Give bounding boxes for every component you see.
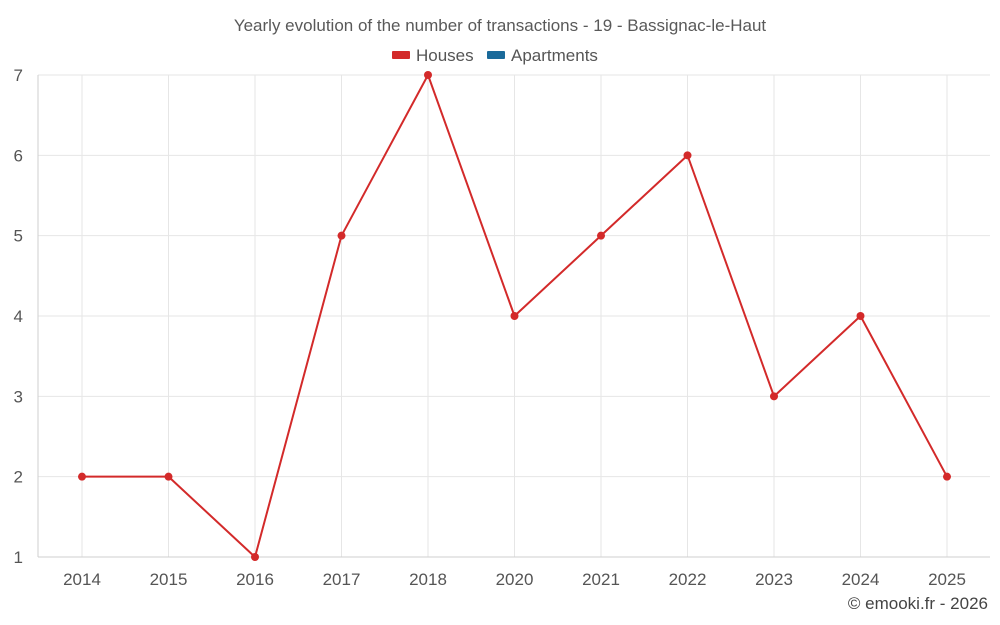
data-point-houses[interactable]: [683, 151, 692, 160]
x-tick-label: 2021: [582, 570, 620, 589]
grid: [38, 74, 990, 557]
data-point-houses[interactable]: [251, 553, 259, 561]
legend-item-houses[interactable]: Houses: [392, 46, 474, 65]
tick-labels: 1 2 3 4 5 6 7 2014 2015 2016 2017 2018 2020 2021 2022 2…: [14, 66, 966, 589]
x-tick-label: 2014: [63, 570, 101, 589]
legend-label-houses: Houses: [416, 46, 474, 65]
x-tick-label: 2017: [323, 570, 361, 589]
x-tick-label: 2025: [928, 570, 966, 589]
y-tick-label: 1: [14, 548, 23, 567]
data-point-houses[interactable]: [770, 392, 778, 401]
x-tick-label: 2024: [842, 570, 880, 589]
y-tick-label: 7: [14, 66, 23, 85]
x-tick-label: 2023: [755, 570, 793, 589]
data-point-houses[interactable]: [943, 472, 951, 481]
data-point-houses[interactable]: [164, 472, 173, 481]
x-tick-label: 2015: [150, 570, 188, 589]
legend: Houses Apartments: [392, 46, 598, 65]
credit-text: © emooki.fr - 2026: [848, 594, 988, 613]
data-point-houses[interactable]: [597, 231, 605, 240]
chart-title: Yearly evolution of the number of transa…: [234, 16, 767, 35]
series-houses: [78, 71, 951, 561]
data-point-houses[interactable]: [510, 312, 519, 320]
y-tick-label: 4: [14, 307, 23, 326]
x-tick-label: 2018: [409, 570, 447, 589]
data-point-houses[interactable]: [78, 472, 86, 481]
x-tick-label: 2016: [236, 570, 274, 589]
data-point-houses[interactable]: [337, 231, 346, 240]
axes: [37, 75, 990, 558]
y-tick-label: 3: [14, 387, 23, 406]
legend-swatch-apartments: [487, 51, 505, 59]
legend-label-apartments: Apartments: [511, 46, 598, 65]
y-tick-label: 5: [14, 227, 23, 246]
y-tick-label: 6: [14, 146, 23, 165]
x-tick-label: 2022: [669, 570, 707, 589]
data-point-houses[interactable]: [856, 312, 865, 320]
y-tick-label: 2: [14, 468, 23, 487]
legend-swatch-houses: [392, 51, 410, 59]
x-tick-label: 2020: [496, 570, 534, 589]
legend-item-apartments[interactable]: Apartments: [487, 46, 598, 65]
series: [78, 71, 951, 561]
data-point-houses[interactable]: [424, 71, 432, 79]
